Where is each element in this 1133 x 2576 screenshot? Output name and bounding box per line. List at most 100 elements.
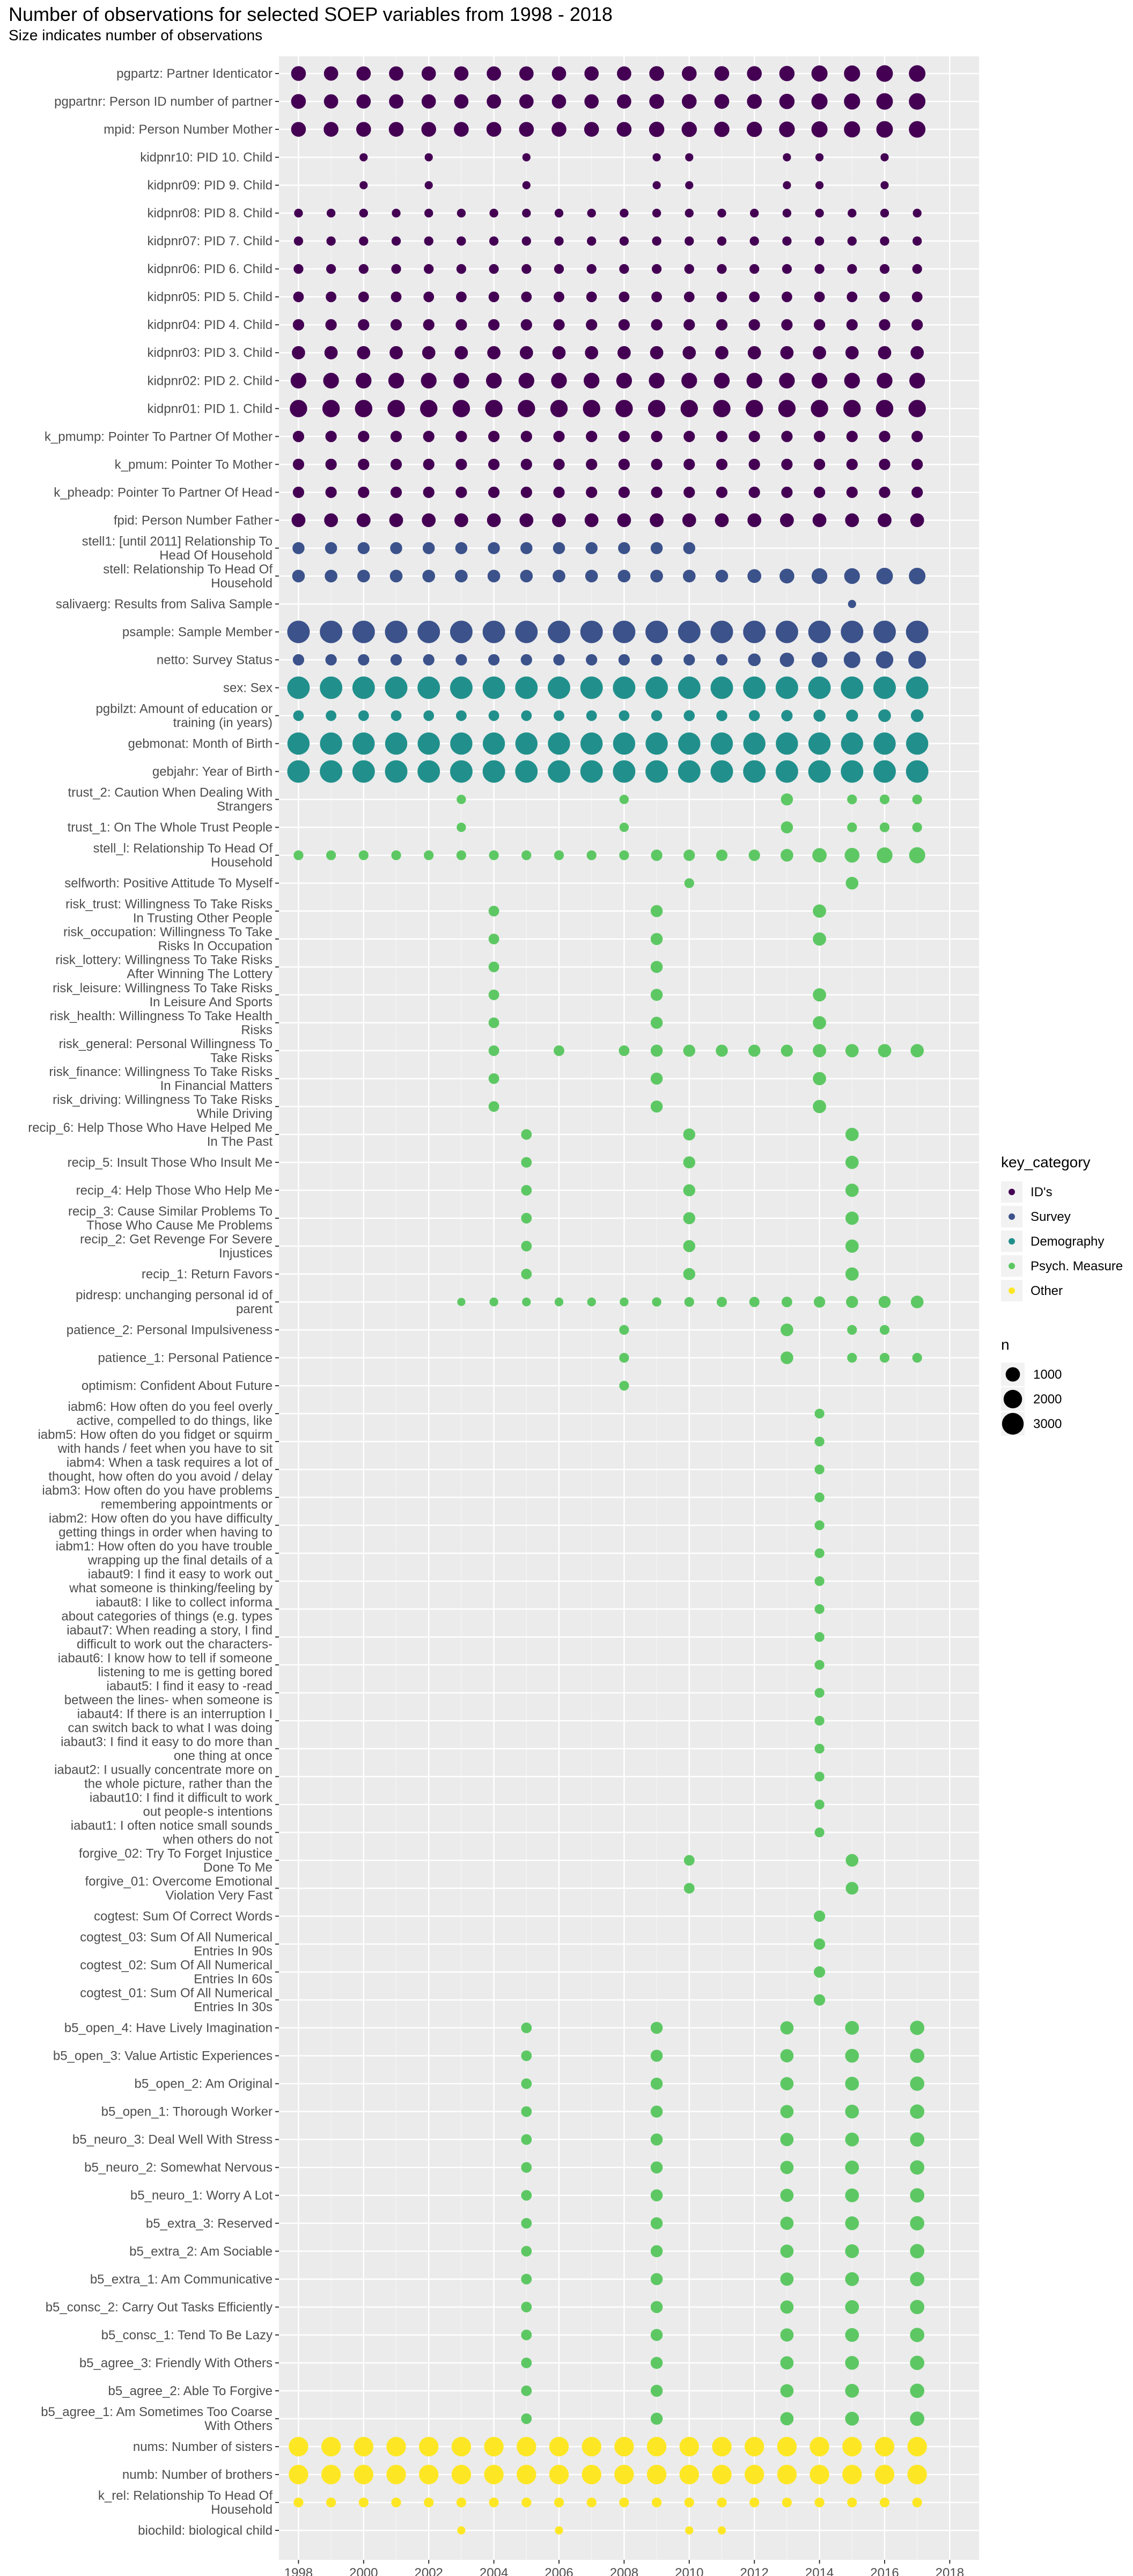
y-tick-label: stell1: [until 2011] Relationship To Head… — [82, 534, 273, 562]
data-point — [586, 458, 598, 470]
data-point — [618, 319, 630, 331]
data-point — [714, 121, 730, 137]
data-point — [585, 542, 598, 554]
y-tick-label: pgbilzt: Amount of education or training … — [95, 702, 273, 730]
data-point — [681, 121, 697, 137]
y-tick-label: cogtest_03: Sum Of All Numerical Entries … — [80, 1930, 273, 1959]
y-tick-label: b5_agree_2: Able To Forgive — [108, 2384, 273, 2398]
data-point — [874, 2464, 895, 2485]
data-point — [358, 486, 370, 498]
data-point — [813, 904, 826, 918]
data-point — [808, 676, 831, 699]
x-tick-label: 2014 — [805, 2566, 834, 2576]
data-point — [325, 319, 337, 331]
data-point — [651, 291, 663, 303]
data-point — [291, 94, 306, 109]
data-point — [324, 513, 338, 528]
data-point — [358, 710, 369, 721]
data-point — [879, 794, 890, 804]
y-tick-label: b5_agree_1: Am Sometimes Too Coarse With … — [41, 2405, 273, 2433]
data-point — [778, 400, 796, 418]
data-point — [646, 2464, 667, 2485]
data-point — [909, 847, 925, 863]
data-point — [813, 1016, 826, 1030]
data-point — [489, 1297, 498, 1307]
y-axis-ticks: pgpartz: Partner Identicator pgpartnr: Pe… — [28, 67, 279, 2538]
legend-category-title: key_category — [1001, 1154, 1091, 1170]
data-point — [811, 121, 828, 138]
data-point — [517, 2464, 536, 2485]
data-point — [553, 319, 565, 331]
data-point — [912, 822, 922, 832]
data-point — [876, 121, 893, 138]
legend-category-label: Survey — [1031, 1210, 1071, 1224]
data-point — [710, 760, 733, 783]
data-point — [814, 264, 825, 274]
data-point — [847, 822, 857, 832]
data-point — [613, 732, 636, 755]
data-point — [813, 1910, 826, 1922]
data-point — [876, 400, 894, 418]
data-point — [358, 654, 370, 666]
data-point — [814, 236, 825, 246]
data-point — [650, 1072, 663, 1085]
data-point — [814, 1492, 825, 1503]
data-point — [455, 542, 468, 554]
y-tick-label: stell_l: Relationship To Head Of Househol… — [93, 841, 273, 870]
y-tick-label: sex: Sex — [223, 681, 273, 696]
data-point — [584, 372, 600, 389]
data-point — [488, 1101, 499, 1112]
data-point — [650, 989, 663, 1001]
data-point — [385, 620, 408, 643]
data-point — [519, 122, 534, 137]
data-point — [776, 732, 798, 755]
data-point — [682, 569, 696, 583]
y-tick-label: k_rel: Relationship To Head Of Household — [98, 2489, 273, 2517]
data-point — [906, 760, 929, 783]
data-point — [486, 122, 502, 137]
data-point — [424, 2497, 434, 2508]
data-point — [359, 236, 369, 246]
data-point — [845, 1211, 859, 1225]
data-point — [912, 264, 922, 274]
data-point — [813, 1938, 826, 1950]
y-tick-label: recip_5: Insult Those Who Insult Me — [68, 1155, 273, 1170]
y-tick-label: mpid: Person Number Mother — [104, 122, 273, 137]
data-point — [389, 94, 403, 109]
y-tick-label: kidpnr05: PID 5. Child — [148, 290, 273, 304]
data-point — [716, 654, 728, 666]
data-point — [909, 372, 925, 389]
data-point — [679, 2464, 699, 2485]
data-point — [358, 2497, 369, 2508]
data-point — [712, 2436, 732, 2457]
data-point — [615, 400, 633, 418]
data-point — [717, 264, 727, 274]
data-point — [779, 65, 795, 82]
data-point — [780, 2161, 794, 2175]
data-point — [515, 760, 538, 783]
data-point — [910, 2048, 925, 2063]
data-point — [456, 2497, 467, 2508]
data-point — [910, 1044, 924, 1058]
data-point — [744, 2464, 764, 2485]
data-point — [748, 319, 760, 331]
data-point — [421, 372, 437, 389]
data-point — [485, 400, 503, 418]
data-point — [521, 291, 532, 303]
data-point — [521, 2497, 532, 2508]
data-point — [716, 319, 728, 331]
y-tick-label: risk_occupation: Willingness To Take Risk… — [63, 925, 273, 954]
data-point — [680, 400, 698, 418]
data-point — [324, 346, 338, 360]
data-point — [683, 1044, 696, 1057]
data-point — [424, 264, 434, 274]
legend-size-title: n — [1001, 1336, 1010, 1353]
data-point — [555, 2526, 563, 2535]
data-point — [847, 2497, 857, 2508]
data-point — [878, 513, 892, 528]
data-point — [645, 676, 668, 699]
data-point — [520, 542, 533, 554]
data-point — [326, 291, 337, 303]
data-point — [620, 1297, 629, 1307]
data-point — [780, 346, 794, 360]
